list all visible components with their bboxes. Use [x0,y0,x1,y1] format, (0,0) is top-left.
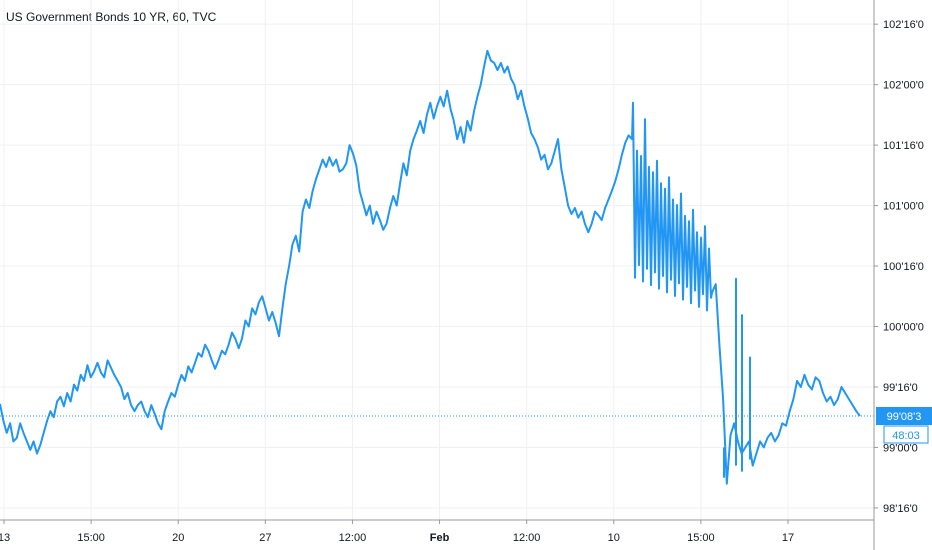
x-tick-label: 15:00 [77,532,105,544]
x-tick-label: Feb [430,532,450,544]
y-tick-label: 100'16'0 [883,261,924,273]
x-tick-label: 13 [0,532,10,544]
series-line[interactable] [0,51,860,484]
x-tick-label: 17 [782,532,794,544]
x-tick-label: 12:00 [339,532,367,544]
y-tick-label: 100'00'0 [883,322,924,334]
y-tick-label: 98'16'0 [883,503,918,515]
y-tick-label: 101'00'0 [883,201,924,213]
current-price-label: 99'08'3 [887,411,922,423]
y-tick-label: 102'16'0 [883,19,924,31]
y-tick-label: 99'00'0 [883,442,918,454]
x-tick-label: 10 [608,532,620,544]
y-tick-label: 102'00'0 [883,80,924,92]
x-tick-label: 12:00 [513,532,541,544]
x-tick-label: 27 [259,532,271,544]
x-tick-label: 15:00 [687,532,715,544]
y-tick-label: 99'16'0 [883,382,918,394]
countdown-label: 48:03 [892,430,920,442]
x-tick-label: 20 [172,532,184,544]
y-tick-label: 101'16'0 [883,140,924,152]
